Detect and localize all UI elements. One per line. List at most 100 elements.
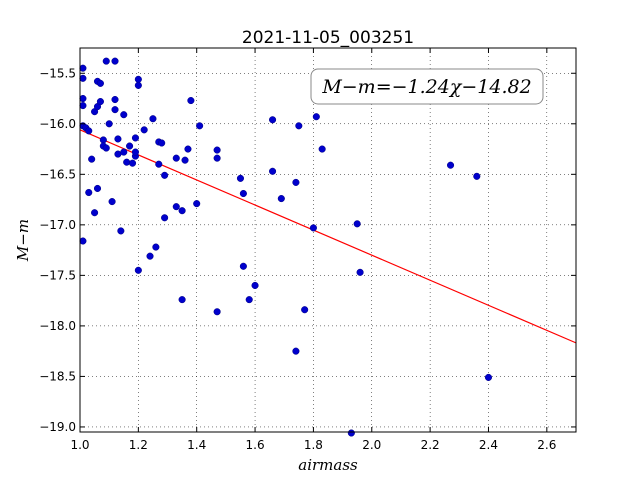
- x-tick-label: 1.0: [70, 438, 89, 452]
- data-point: [114, 135, 122, 143]
- data-point: [146, 252, 154, 260]
- x-tick-label: 1.4: [187, 438, 206, 452]
- data-point: [93, 184, 102, 193]
- data-point: [213, 146, 221, 154]
- x-tick-label: 2.6: [537, 438, 556, 452]
- x-tick-label: 2.0: [362, 438, 381, 452]
- data-point: [91, 209, 99, 217]
- data-point: [120, 111, 128, 119]
- data-point: [140, 126, 148, 134]
- data-point: [79, 102, 87, 110]
- y-tick-label: −18.0: [39, 319, 76, 333]
- data-point: [79, 74, 87, 82]
- x-tick-label: 2.4: [479, 438, 498, 452]
- data-point: [131, 148, 139, 156]
- data-point: [277, 195, 285, 203]
- data-point: [318, 145, 326, 153]
- data-point: [239, 189, 247, 198]
- x-tick-label: 1.8: [304, 438, 323, 452]
- data-point: [269, 116, 277, 124]
- axis-ticks: 1.0 1.2 1.4 1.6 1.8 2.0 2.2 2.4 2.6 −15.5 −16.0 −16…: [39, 48, 576, 452]
- y-tick-label: −16.5: [39, 167, 76, 181]
- y-tick-label: −15.5: [39, 66, 76, 80]
- data-point: [161, 171, 169, 179]
- y-tick-label: −19.0: [39, 420, 76, 434]
- data-point: [96, 79, 104, 87]
- data-point: [111, 106, 119, 114]
- data-point: [149, 115, 157, 123]
- data-point: [356, 268, 364, 276]
- data-point: [245, 296, 253, 304]
- data-point: [134, 266, 142, 274]
- data-point: [193, 200, 201, 208]
- data-point: [292, 178, 300, 186]
- data-point: [484, 373, 493, 381]
- data-point: [79, 237, 87, 245]
- plot-area: 1.0 1.2 1.4 1.6 1.8 2.0 2.2 2.4 2.6 −15.5 −16.0 −16…: [39, 47, 577, 452]
- data-point: [108, 198, 116, 206]
- data-point: [117, 227, 125, 235]
- data-point: [111, 95, 119, 104]
- chart-title: 2021-11-05_003251: [242, 28, 414, 48]
- x-axis-label: airmass: [298, 456, 358, 474]
- data-point: [446, 161, 455, 169]
- data-point: [353, 220, 361, 228]
- x-tick-label: 2.2: [421, 438, 440, 452]
- fit-annotation-text: M−m=−1.24χ−14.82: [321, 76, 531, 98]
- y-tick-label: −17.0: [39, 218, 76, 232]
- y-axis-label: M−m: [14, 219, 32, 262]
- data-point: [295, 122, 303, 130]
- data-point: [152, 243, 160, 251]
- fit-annotation-box: [310, 68, 544, 105]
- data-point: [134, 75, 142, 83]
- plot-frame: [79, 47, 577, 433]
- data-point: [292, 347, 300, 355]
- data-point: [131, 134, 139, 142]
- data-point: [187, 96, 195, 105]
- data-point: [172, 154, 180, 162]
- data-point: [158, 139, 166, 147]
- data-point: [161, 214, 169, 222]
- plot-background: [80, 48, 576, 432]
- fit-line: [79, 129, 577, 344]
- data-point: [88, 155, 96, 163]
- data-point: [309, 224, 317, 232]
- data-point: [123, 158, 131, 166]
- data-point: [128, 159, 137, 167]
- data-point: [178, 296, 186, 304]
- data-point: [184, 145, 192, 153]
- data-point: [301, 306, 309, 314]
- data-point: [172, 203, 180, 211]
- x-tick-label: 1.6: [246, 438, 265, 452]
- fit-line-layer: [79, 129, 577, 344]
- data-point: [105, 120, 113, 128]
- data-point: [181, 156, 189, 164]
- data-point: [196, 122, 204, 130]
- data-point: [178, 207, 186, 215]
- y-tick-label: −18.5: [39, 369, 76, 383]
- y-tick-label: −16.0: [39, 117, 76, 131]
- data-point: [126, 142, 134, 150]
- data-point: [473, 172, 481, 180]
- y-tick-label: −17.5: [39, 268, 76, 282]
- data-point: [134, 81, 142, 89]
- data-point: [239, 262, 247, 270]
- data-point: [99, 136, 107, 144]
- data-point: [79, 94, 87, 103]
- data-point: [213, 308, 221, 316]
- data-point: [213, 154, 221, 162]
- data-point: [155, 160, 163, 168]
- data-point: [236, 174, 245, 182]
- data-point: [312, 113, 320, 121]
- fit-annotation: M−m=−1.24χ−14.82: [310, 68, 544, 105]
- data-point: [85, 188, 93, 197]
- x-tick-label: 1.2: [129, 438, 148, 452]
- data-point: [347, 429, 355, 437]
- data-point: [96, 98, 104, 106]
- grid-lines: [79, 48, 576, 432]
- data-point: [85, 127, 93, 135]
- data-point: [120, 148, 128, 156]
- data-point: [111, 57, 119, 65]
- data-point: [102, 144, 110, 152]
